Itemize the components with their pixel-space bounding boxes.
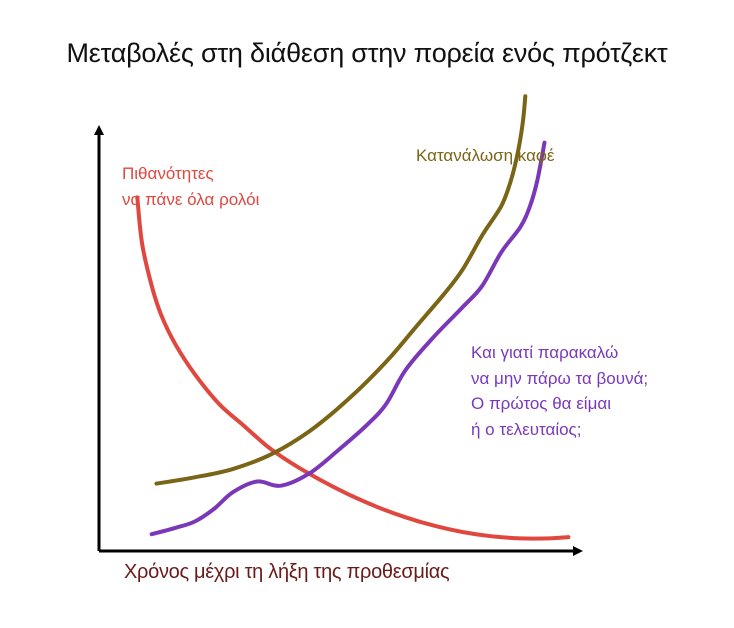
series-line-odds — [135, 195, 571, 541]
series-label-coffee: Κατανάλωση καφέ — [416, 143, 555, 169]
series-label-line: Πιθανότητες — [122, 164, 214, 183]
series-label-doubt: Και γιατί παρακαλώ να μην πάρω τα βουνά; Ο… — [471, 340, 648, 442]
series-label-line: να μην πάρω τα βουνά; — [471, 368, 649, 388]
chart-title: Μεταβολές στη διάθεση στην πορεία ενός π… — [66, 38, 668, 68]
series-label-line: Ο πρώτος θα είμαι — [471, 394, 611, 413]
series-label-line: να πάνε όλα ρολόι — [122, 189, 260, 209]
series-label-line: Κατανάλωση καφέ — [416, 146, 555, 165]
series-label-line: ή ο τελευταίος; — [471, 419, 582, 439]
series-label-odds: Πιθανότητες να πάνε όλα ρολόι — [122, 161, 259, 212]
x-axis-label: Χρόνος μέχρι τη λήξη της προθεσμίας — [124, 561, 450, 583]
series-layer — [135, 94, 571, 541]
series-line-coffee — [154, 94, 528, 486]
series-line-doubt — [149, 140, 547, 537]
series-label-line: Και γιατί παρακαλώ — [471, 343, 619, 362]
